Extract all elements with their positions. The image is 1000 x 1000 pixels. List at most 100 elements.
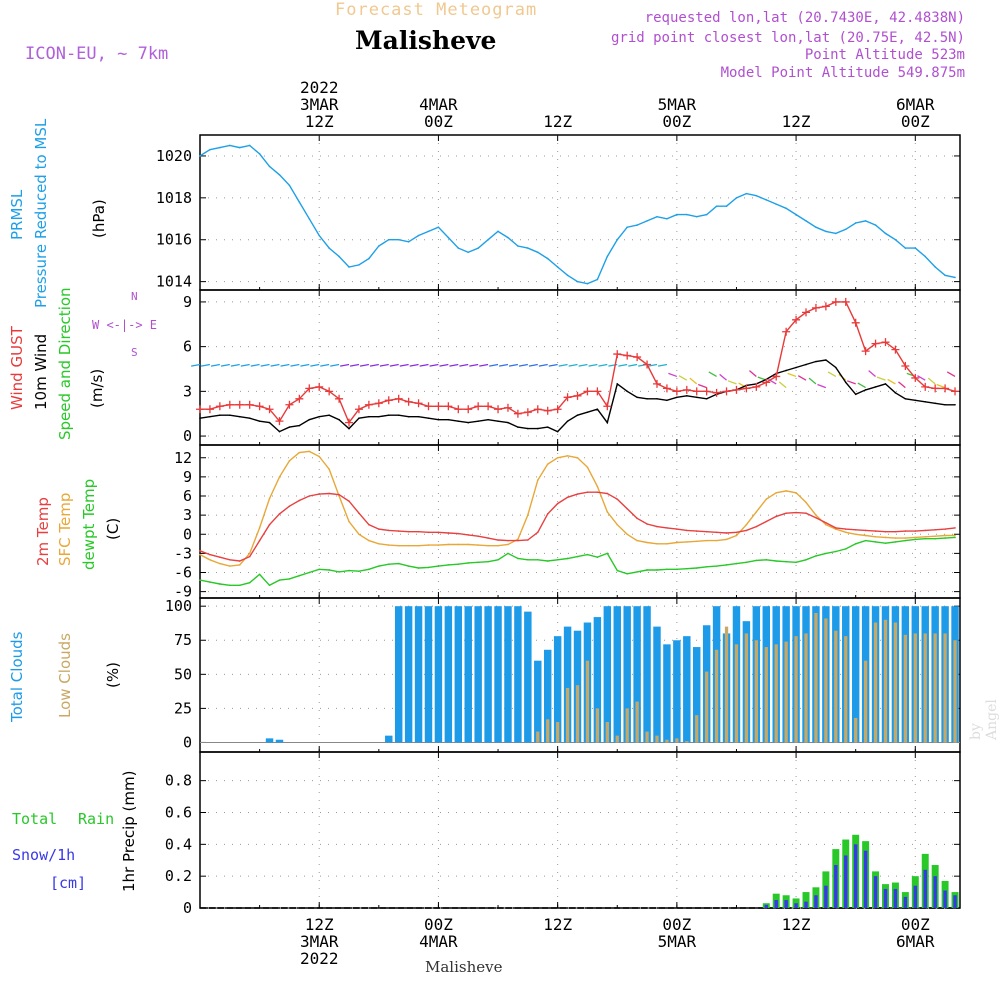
pressure-point [894,238,897,241]
sfc-temp-point [427,544,430,546]
wind-gust-point [891,345,900,354]
dewpt-point [685,567,688,570]
dewpt-point [209,581,211,583]
sfc-temp-point [447,543,450,546]
t2m-point [477,535,479,537]
dewpt-point [775,560,778,562]
sfc-temp-point [894,537,897,539]
wind10-point [695,396,698,399]
pressure-point [546,257,549,260]
wind-direction-arrow [498,363,509,367]
t2m-point [765,520,768,523]
dewpt-point [835,550,837,553]
wind-direction-arrow [778,381,787,389]
t2m-line [199,491,956,562]
wind10-point [318,415,321,418]
wind10-point [238,415,241,418]
t2m-point [229,558,231,561]
wind-direction-arrow [489,363,499,367]
wind-direction-arrow [290,363,300,367]
top-date-label: 6MAR [896,95,935,114]
wind-direction-arrow [946,371,956,378]
t2m-point [586,491,589,493]
y-tick-label: 1016 [156,231,192,249]
t2m-point [934,528,936,531]
wind-gust-point [702,387,711,396]
wind-gust-point [533,405,542,414]
wind-direction-arrow [439,363,449,367]
wind-gust-point [543,406,552,415]
low-cloud-bar [834,630,838,743]
total-cloud-bar [563,626,572,743]
y-tick-label: 0 [183,427,192,445]
wind-gust-point [951,387,960,396]
total-cloud-bar [454,606,463,743]
y-tick-label: 0 [183,525,192,543]
t2m-point [368,523,370,526]
total-cloud-bar [851,606,860,743]
pressure-point [378,245,380,247]
wind-gust-point [335,394,344,403]
low-cloud-bar [655,735,659,743]
dewpt-point [725,564,728,566]
wind-gust-point [285,400,294,409]
wind-gust-point [484,402,493,411]
wind10-point [268,421,271,424]
t2m-point [656,525,658,528]
wind-gust-point [841,297,850,306]
t2m-point [527,539,529,541]
dewpt-point [934,537,936,540]
dewpt-point [815,555,817,557]
panel-frame-temperature [199,444,961,599]
low-cloud-bar [754,640,758,743]
dewpt-point [427,566,430,569]
low-cloud-bar [893,622,898,743]
wind-gust-point [345,418,354,427]
y-tick-label: 50 [174,665,192,683]
sfc-temp-point [924,536,927,538]
wind-direction-arrow [719,373,727,381]
total-cloud-bar [404,606,413,743]
t2m-point [596,491,599,493]
wind-direction-arrow [678,375,688,381]
wind-gust-point [563,393,572,402]
y-tick-label: 3 [183,382,192,400]
t2m-point [536,531,539,534]
wind-direction-arrow [459,363,469,367]
wind10-point [407,415,410,418]
sfc-temp-point [288,460,291,462]
wind10-point [576,414,579,416]
wind-gust-point [454,405,463,414]
dewpt-point [576,555,579,558]
wind10-point [596,408,599,411]
wind-gust-point [672,387,681,396]
total-cloud-bar [265,738,274,743]
wind-gust-point [682,385,691,394]
sfc-temp-point [715,539,718,542]
wind-direction-arrow [349,363,360,367]
low-cloud-bar [536,731,540,743]
wind-gust-point [315,382,324,391]
dewpt-point [447,564,450,566]
wind10-point [566,420,569,422]
dewpt-point [487,560,489,563]
sfc-temp-point [576,456,579,459]
low-cloud-bar [883,619,888,743]
wind-gust-point [523,408,532,417]
wind-gust-point [295,394,304,403]
wind-gust-point [196,405,204,414]
pressure-point [904,247,907,249]
wind-gust-point [722,387,731,396]
sfc-temp-point [298,451,301,454]
wind-direction-arrow [240,363,250,367]
y-tick-label: 9 [183,293,192,311]
sfc-temp-point [785,490,787,492]
wind-direction-arrow [868,370,876,377]
t2m-point [298,499,301,502]
low-cloud-bar [625,708,629,743]
t2m-point [248,555,251,558]
wind-gust-point [752,382,761,391]
wind-direction-arrow [898,381,906,389]
pressure-point [676,213,678,216]
sfc-temp-point [437,544,440,546]
